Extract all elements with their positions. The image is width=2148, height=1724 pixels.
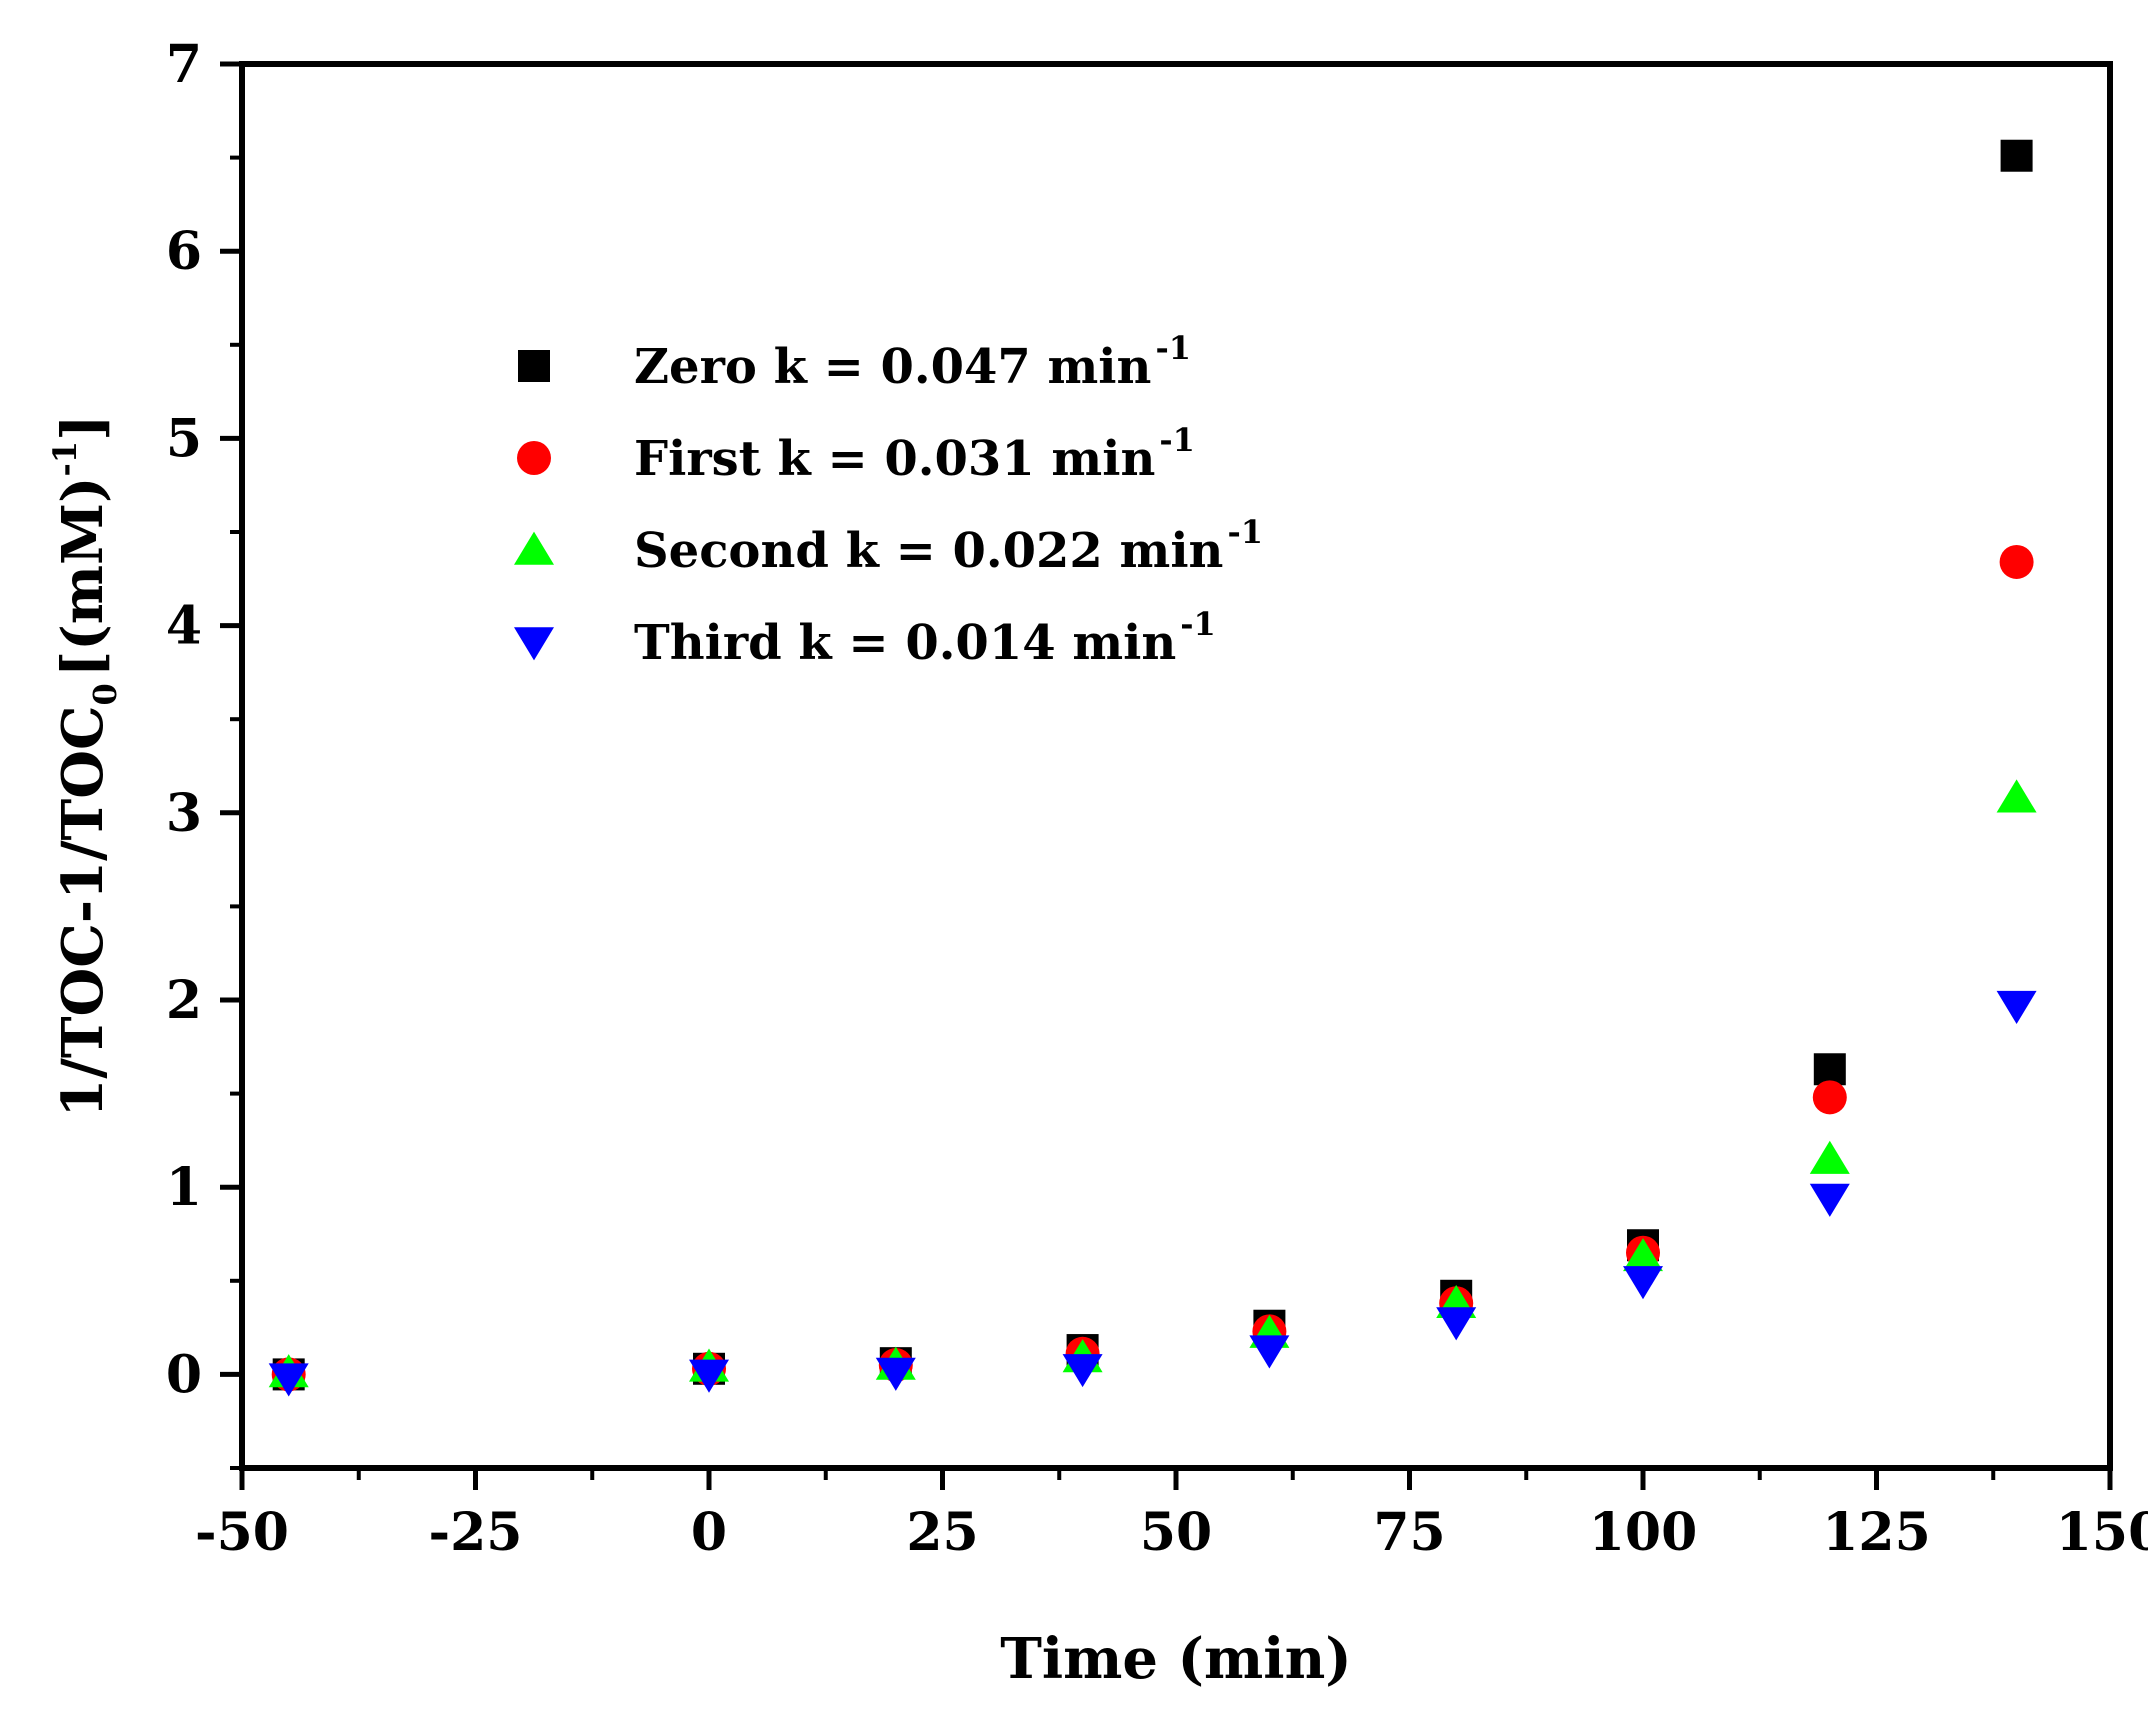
legend-label-zero: Zero k = 0.047 min -1 [634,329,1191,395]
point-second [1809,1140,1850,1174]
legend-label-first: First k = 0.031 min -1 [634,421,1195,487]
y-axis-title-main: 1/TOC-1/TOC [50,705,116,1117]
point-zero [1813,1053,1846,1086]
x-tick-label: -50 [195,1502,289,1563]
x-tick-label: -25 [429,1502,523,1563]
point-third [875,1357,916,1391]
point-first [1999,544,2034,579]
legend-item-second: Second k = 0.022 min -1 [514,513,1263,579]
legend-marker-third [514,627,554,661]
point-third [1809,1183,1850,1217]
data-points [268,139,2037,1397]
legend-label-third: Third k = 0.014 min -1 [634,605,1216,671]
legend-marker-zero [518,350,550,382]
plot-frame [239,61,2113,1471]
y-axis-ticks: 0 1 2 3 4 5 6 7 [166,34,242,1470]
y-axis-title-close: ] [50,414,116,441]
x-tick-label: 50 [1140,1502,1212,1563]
legend-item-third: Third k = 0.014 min -1 [514,605,1216,671]
point-second [1996,779,2037,813]
legend-marker-first [517,441,551,475]
series-third [268,990,2037,1397]
y-tick-label: 2 [166,970,202,1031]
y-axis-title: 1/TOC-1/TOC0 [(mM)-1] [46,414,124,1117]
legend-item-first: First k = 0.031 min -1 [517,421,1195,487]
point-third [1062,1354,1103,1388]
legend: Zero k = 0.047 min -1 First k = 0.031 min -… [514,329,1263,671]
y-tick-label: 3 [166,783,202,844]
y-axis-title-sub: 0 [86,683,124,705]
legend-marker-second [514,531,554,565]
x-tick-label: 125 [1822,1502,1931,1563]
point-zero [2000,139,2033,172]
x-tick-label: 25 [906,1502,978,1563]
y-axis-title-sup: -1 [46,441,84,477]
series-first [271,544,2034,1392]
point-third [1996,990,2037,1025]
x-tick-label: 75 [1373,1502,1445,1563]
y-tick-label: 1 [166,1157,202,1218]
x-tick-label: 100 [1589,1502,1698,1563]
point-second [1623,1238,1663,1272]
point-third [1436,1307,1477,1341]
y-axis-title-rest: [(mM) [50,476,116,677]
x-axis-title: Time (min) [1000,1626,1352,1692]
x-axis-ticks: -50 -25 0 25 50 75 100 125 150 [195,1468,2148,1563]
series-zero [272,139,2033,1391]
point-third [1249,1335,1290,1369]
y-tick-label: 6 [166,221,202,282]
series-second [268,779,2037,1388]
point-third [689,1359,729,1393]
y-tick-label: 0 [166,1344,202,1405]
legend-label-second: Second k = 0.022 min -1 [634,513,1263,579]
point-first [1812,1080,1847,1115]
y-tick-label: 7 [166,34,202,95]
y-tick-label: 5 [166,408,202,469]
point-third [1623,1266,1663,1300]
y-tick-label: 4 [166,596,202,657]
x-tick-label: 150 [2056,1502,2148,1563]
x-tick-label: 0 [691,1502,727,1563]
point-third [268,1363,309,1397]
legend-item-zero: Zero k = 0.047 min -1 [518,329,1191,395]
